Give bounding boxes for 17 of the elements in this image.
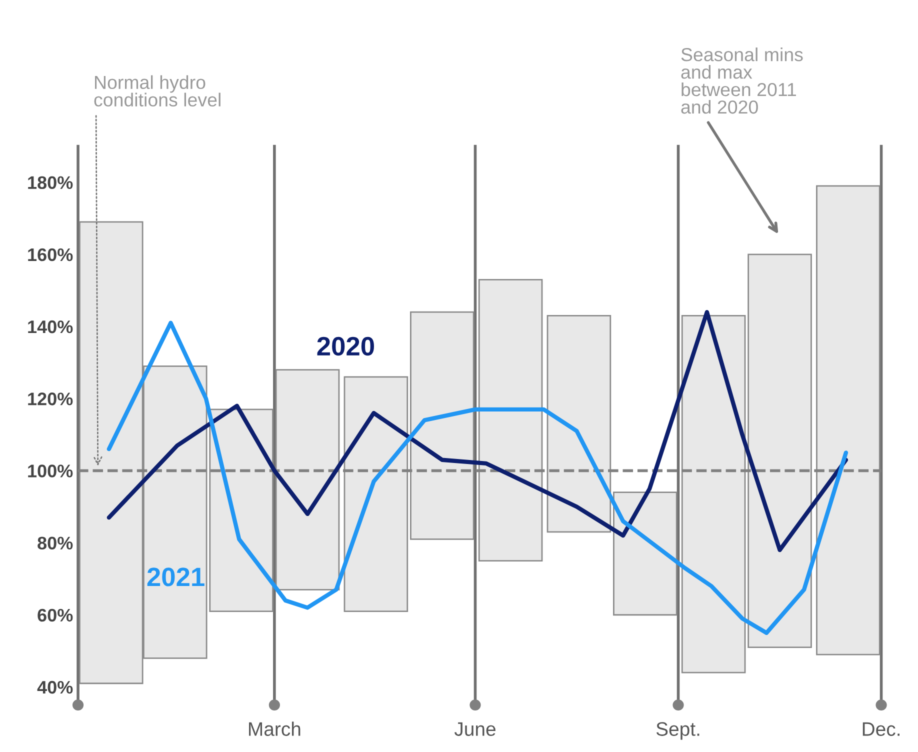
series-label: 2021 [147,568,204,586]
x-tick-label: March [249,722,300,736]
x-tick-label: Sept. [656,722,700,740]
y-tick-label: 140% [28,320,73,334]
y-tick-label: 100% [28,464,73,478]
text: Seasonal mins and max between 2011 and 2020 [681,48,803,114]
x-tick-label: Dec. [862,722,900,736]
x-tick-label: June [454,722,496,736]
y-tick-label: 120% [28,392,73,406]
y-tick-label: 180% [28,176,73,190]
y-tick-label: 60% [38,608,73,622]
text: 2020 [317,336,374,356]
y-tick-label: 40% [37,680,73,694]
bar [613,492,678,616]
y-tick-label: 160% [28,248,73,262]
y-tick-label: 80% [38,536,73,550]
text: Normal hydro conditions level [94,75,220,107]
